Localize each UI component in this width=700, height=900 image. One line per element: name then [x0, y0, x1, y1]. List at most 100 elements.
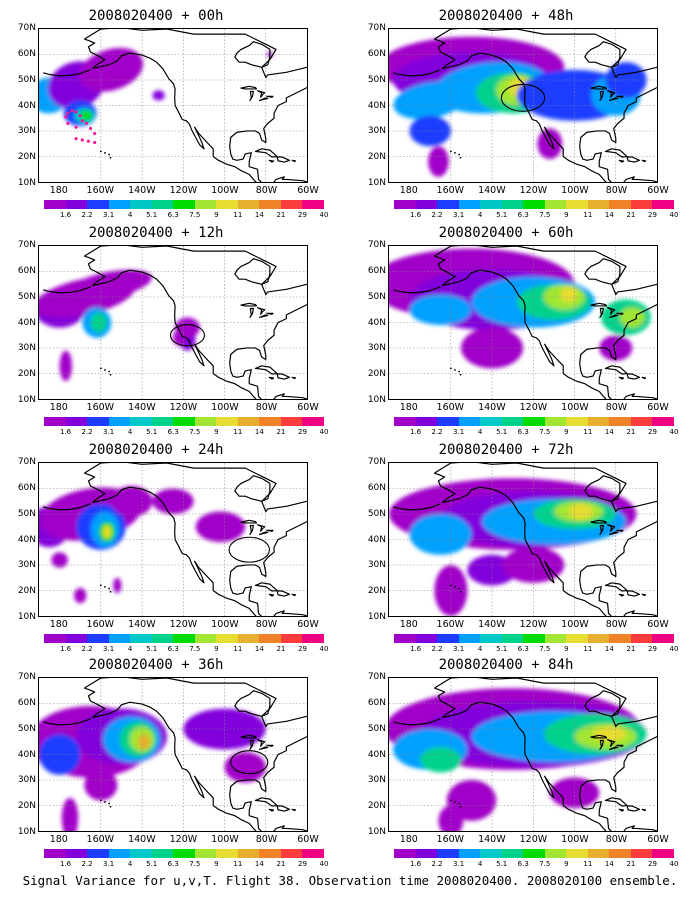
colorbar-tick-label: 5.1 — [146, 211, 158, 219]
colorbar-swatch — [302, 200, 324, 209]
colorbar-tick-label: 40 — [319, 645, 329, 653]
latitude-tick-label: 70N — [367, 672, 386, 682]
longitude-tick-label: 60W — [647, 619, 669, 630]
latitude-tick-label: 20N — [17, 369, 36, 380]
colorbar-swatch — [216, 200, 238, 209]
panel-title: 2008020400 + 60h — [438, 225, 574, 241]
colorbar-tick-label: 3.1 — [453, 211, 465, 219]
colorbar-tick-label: 3.1 — [103, 645, 115, 653]
panel-title: 2008020400 + 84h — [438, 657, 574, 673]
colorbar-swatch — [108, 634, 131, 643]
colorbar — [44, 417, 324, 426]
colorbar-tick-label: 2.2 — [81, 211, 93, 219]
colorbar-tick-label: 29 — [647, 211, 657, 219]
colorbar-swatch — [44, 634, 66, 643]
variance-contour — [174, 317, 200, 338]
colorbar — [44, 849, 324, 858]
variance-contour — [59, 350, 72, 382]
variance-contour — [137, 734, 151, 750]
colorbar-labels: 1.6 2.2 3.1 4 5.1 6.3 7.5 9 11 14 21 29 40 — [394, 860, 679, 869]
colorbar-swatch — [44, 417, 66, 426]
colorbar-tick-label: 9 — [564, 428, 569, 436]
map-panel: 2008020400 + 60h 70N 60N 50N 40N 30N 20N 10N 180… — [356, 225, 679, 437]
variance-contour — [434, 565, 468, 616]
colorbar-swatch — [237, 200, 260, 209]
observation-region-circle — [230, 750, 269, 775]
longitude-tick-label: 80W — [605, 834, 628, 845]
colorbar-swatch — [458, 417, 481, 426]
colorbar-swatch — [237, 634, 260, 643]
colorbar-tick-label: 14 — [604, 428, 614, 436]
longitude-tick-label: 60W — [297, 185, 319, 196]
variance-contour — [70, 269, 152, 299]
map-plot-area — [38, 462, 308, 617]
colorbar-swatch — [216, 849, 238, 858]
colorbar-swatch — [480, 634, 502, 643]
colorbar-swatch — [87, 634, 109, 643]
colorbar-swatch — [151, 849, 174, 858]
colorbar-tick-label: 6.3 — [167, 211, 179, 219]
colorbar-swatch — [480, 200, 502, 209]
colorbar-swatch — [194, 849, 217, 858]
colorbar-swatch — [130, 200, 152, 209]
latitude-tick-label: 60N — [367, 697, 386, 708]
variance-contour — [102, 525, 112, 539]
colorbar-swatch — [302, 417, 324, 426]
dropsonde-point — [66, 121, 70, 125]
colorbar-swatch — [259, 417, 281, 426]
longitude-tick-label: 140W — [478, 619, 506, 630]
colorbar-tick-label: 14 — [604, 860, 614, 868]
dropsonde-point — [64, 115, 68, 119]
colorbar-tick-label: 1.6 — [409, 428, 422, 436]
colorbar-tick-label: 2.2 — [431, 860, 443, 868]
colorbar-tick-label: 1.6 — [409, 860, 422, 868]
latitude-tick-label: 10N — [17, 395, 36, 405]
variance-contour — [409, 115, 451, 147]
colorbar-labels: 1.6 2.2 3.1 4 5.1 6.3 7.5 9 11 14 21 29 40 — [394, 211, 679, 220]
colorbar — [44, 634, 324, 643]
colorbar-tick-label: 4 — [477, 645, 483, 653]
map-panel: 2008020400 + 12h 70N 60N 50N 40N 30N 20N 10N 180… — [6, 225, 329, 437]
colorbar-tick-label: 5.1 — [496, 860, 508, 868]
colorbar-tick-label: 40 — [669, 428, 679, 436]
colorbar-swatch — [437, 417, 459, 426]
colorbar-tick-label: 4 — [477, 860, 483, 868]
longitude-tick-label: 80W — [255, 619, 278, 630]
colorbar-swatch — [566, 849, 588, 858]
colorbar-swatch — [652, 200, 674, 209]
latitude-tick-label: 50N — [17, 74, 36, 85]
colorbar-tick-label: 9 — [564, 211, 569, 219]
colorbar-swatch — [280, 849, 303, 858]
latitude-tick-label: 60N — [17, 482, 36, 493]
colorbar-swatch — [394, 200, 416, 209]
longitude-tick-label: 120W — [169, 402, 198, 413]
colorbar-tick-label: 11 — [233, 211, 243, 219]
colorbar-tick-label: 29 — [297, 428, 307, 436]
latitude-tick-label: 20N — [17, 152, 36, 163]
variance-contour — [51, 552, 68, 568]
colorbar-swatch — [630, 200, 653, 209]
colorbar-swatch — [501, 200, 524, 209]
colorbar-swatch — [415, 634, 438, 643]
latitude-tick-label: 50N — [17, 508, 36, 519]
latitude-tick-label: 10N — [367, 395, 386, 405]
map-plot-area — [388, 462, 658, 617]
map-panel: 2008020400 + 84h 70N 60N 50N 40N 30N 20N 10N 180… — [356, 657, 679, 869]
dropsonde-point — [80, 138, 84, 142]
variance-contour — [74, 587, 87, 604]
colorbar-swatch — [151, 634, 174, 643]
map-svg — [39, 246, 307, 399]
colorbar-swatch — [544, 849, 567, 858]
longitude-tick-label: 180 — [49, 402, 68, 413]
latitude-tick-label: 60N — [17, 265, 36, 276]
colorbar-swatch — [523, 634, 545, 643]
colorbar-tick-label: 7.5 — [539, 428, 551, 436]
latitude-tick-label: 40N — [367, 534, 386, 545]
longitude-tick-label: 120W — [519, 185, 548, 196]
colorbar-tick-label: 21 — [626, 860, 636, 868]
colorbar-swatch — [501, 849, 524, 858]
latitude-tick-label: 40N — [17, 749, 36, 760]
colorbar-tick-label: 11 — [583, 211, 593, 219]
figure-caption: Signal Variance for u,v,T. Flight 38. Ob… — [22, 873, 678, 888]
map-panel: 2008020400 + 24h 70N 60N 50N 40N 30N 20N 10N 180… — [6, 442, 329, 654]
